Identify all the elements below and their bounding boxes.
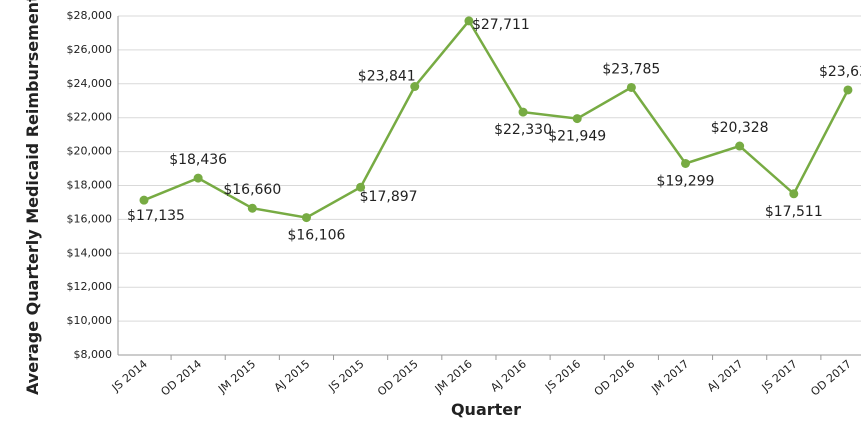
y-tick-label: $8,000 [74,348,113,361]
y-tick-label: $20,000 [67,145,113,158]
point [356,182,366,192]
point [626,82,636,92]
point [681,158,690,168]
x-tick-label: JS 2016 [542,357,583,394]
data-label: $21,949 [548,129,606,145]
x-tick-label: JM 2015 [215,357,258,396]
x-tick-label: AJ 2015 [272,357,313,394]
point [843,85,853,95]
y-tick-label: $10,000 [67,314,113,327]
y-tick-label: $24,000 [67,77,113,90]
point [193,173,203,183]
x-tick-label: OD 2017 [808,357,854,398]
x-tick-label: OD 2015 [375,357,421,398]
point [139,195,149,205]
point [518,107,528,117]
data-label: $16,106 [287,228,345,244]
x-tick-label: AJ 2017 [705,357,746,394]
data-label: $17,135 [127,208,185,224]
line [143,18,850,219]
data-label: $23,785 [602,61,660,77]
point [789,189,799,199]
y-tick-label: $18,000 [67,179,113,192]
data-label: $27,711 [472,17,530,33]
point [247,203,257,213]
data-label: $22,330 [494,122,552,138]
x-tick-label: JS 2017 [759,357,800,394]
data-label: $17,511 [765,204,823,220]
y-tick-label: $26,000 [67,43,113,56]
data-label: $16,660 [223,182,281,198]
point [735,141,745,151]
data-label: $17,897 [360,189,418,205]
data-label: $23,841 [358,68,416,84]
point [572,114,582,124]
x-tick-label: JM 2016 [432,357,475,396]
x-tick-label: JS 2014 [109,357,150,394]
x-tick-label: JM 2017 [648,357,691,396]
y-tick-label: $14,000 [67,246,113,259]
y-tick-label: $22,000 [67,111,113,124]
point [301,213,311,223]
x-tick-label: OD 2014 [158,357,204,398]
x-tick-label: JS 2015 [325,357,366,394]
data-label: $18,436 [169,152,227,168]
point [410,81,420,91]
data-label: $20,328 [711,120,769,136]
y-tick-label: $28,000 [67,9,113,22]
point [464,16,474,26]
x-axis-label: Quarter [451,400,521,419]
y-axis-label: Average Quarterly Medicaid Reimbursement [23,0,42,395]
x-tick-label: AJ 2016 [488,357,529,394]
y-tick-label: $16,000 [67,212,113,225]
data-label: $23,637 [819,64,861,80]
y-tick-label: $12,000 [67,280,113,293]
data-label: $19,299 [657,173,715,189]
x-tick-label: OD 2016 [592,357,638,398]
